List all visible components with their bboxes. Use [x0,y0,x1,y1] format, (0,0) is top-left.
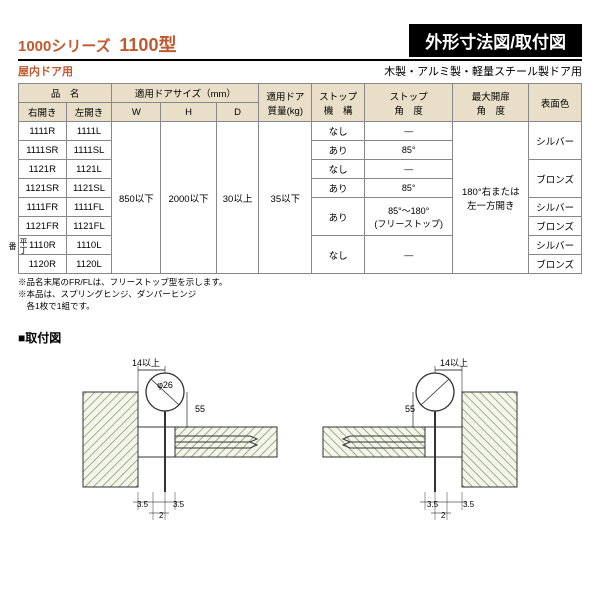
cell-surface: シルバー [529,236,582,255]
dim-14: 14以上 [440,358,468,368]
dim-14: 14以上 [132,358,160,368]
cell-maxopen: 180°右または 左一方開き [453,122,529,274]
cell-left: 1120L [66,255,112,274]
cell-left: 1121L [66,160,112,179]
cell-d: 30以上 [216,122,259,274]
cell-angle: 85° [364,179,453,198]
series-label: 1000シリーズ [18,38,111,55]
table-row: 1111R1111L850以下2000以下30以上35以下なし—180°右または… [19,122,582,141]
cell-surface: ブロンズ [529,160,582,198]
cell-right: 1121FR [19,217,67,236]
cell-left: 1111L [66,122,112,141]
diagram-row: φ26 14以上 55 3.5 3.5 2 [18,352,582,527]
cell-right: 1121SR [19,179,67,198]
cell-right: 1121R [19,160,67,179]
cell-stop: あり [312,198,365,236]
cell-h: 2000以下 [161,122,216,274]
dim-35b: 3.5 [427,500,439,509]
cell-stop: なし [312,122,365,141]
sub-right: 木製・アルミ製・軽量スチール製ドア用 [384,63,582,79]
cell-angle: — [364,122,453,141]
cell-right: 1120R [19,255,67,274]
cell-stop: なし [312,160,365,179]
dim-35a: 3.5 [137,500,149,509]
th-w: W [112,103,161,122]
cell-angle: 85°〜180° (フリーストップ) [364,198,453,236]
th-d: D [216,103,259,122]
footnotes: ※品名末尾のFR/FLは、フリーストップ型を示します。 ※本品は、スプリングヒン… [18,277,582,313]
th-maxopen: 最大開扉 角 度 [453,84,529,122]
cell-surface: シルバー [529,122,582,160]
spec-table: 品 名 適用ドアサイズ（mm） 適用ドア 質量(kg) ストップ 機 構 ストッ… [18,83,582,274]
cell-right: 1111R [19,122,67,141]
cell-angle: — [364,236,453,274]
dim-55: 55 [405,404,415,414]
cell-stop: あり [312,141,365,160]
th-doorsize: 適用ドアサイズ（mm） [112,84,259,103]
cell-w: 850以下 [112,122,161,274]
cell-left: 1111FL [66,198,112,217]
title-bar: 1000シリーズ 1100型 外形寸法図/取付図 [18,24,582,61]
cell-right: 1111SR [19,141,67,160]
note-1: ※品名末尾のFR/FLは、フリーストップ型を示します。 [18,277,582,289]
cell-left: 1110L [66,236,112,255]
dim-55: 55 [195,404,205,414]
cell-mass: 35以下 [259,122,312,274]
sub-left: 屋内ドア用 [18,63,73,79]
dim-phi26: φ26 [157,380,173,390]
th-stopangle: ストップ 角 度 [364,84,453,122]
th-mass: 適用ドア 質量(kg) [259,84,312,122]
cell-surface: シルバー [529,198,582,217]
cell-left: 1121SL [66,179,112,198]
cell-left: 1111SL [66,141,112,160]
dim-35a: 3.5 [463,500,475,509]
diagram-left: φ26 14以上 55 3.5 3.5 2 [75,352,285,527]
sub-header: 屋内ドア用 木製・アルミ製・軽量スチール製ドア用 [18,63,582,79]
title-right: 外形寸法図/取付図 [409,24,582,57]
cell-right: 平丁番1110R [19,236,67,255]
dim-2: 2 [441,511,446,520]
dim-35b: 3.5 [173,500,185,509]
cell-surface: ブロンズ [529,255,582,274]
note-2: ※本品は、スプリングヒンジ、ダンパーヒンジ [18,289,582,301]
header-left: 1000シリーズ 1100型 [18,31,409,57]
th-left: 左開き [66,103,112,122]
dim-2: 2 [159,511,164,520]
th-right: 右開き [19,103,67,122]
th-name: 品 名 [19,84,112,103]
th-stopmech: ストップ 機 構 [312,84,365,122]
model-label: 1100型 [119,35,176,55]
cell-left: 1121FL [66,217,112,236]
cell-angle: 85° [364,141,453,160]
note-3: 各1枚で1組です。 [18,301,582,313]
cell-angle: — [364,160,453,179]
th-h: H [161,103,216,122]
cell-stop: なし [312,236,365,274]
cell-stop: あり [312,179,365,198]
cell-right: 1111FR [19,198,67,217]
cell-surface: ブロンズ [529,217,582,236]
diagram-title: ■取付図 [18,329,582,346]
diagram-right: φ26 14以上 55 3.5 3.5 2 [315,352,525,527]
th-surface: 表面色 [529,84,582,122]
